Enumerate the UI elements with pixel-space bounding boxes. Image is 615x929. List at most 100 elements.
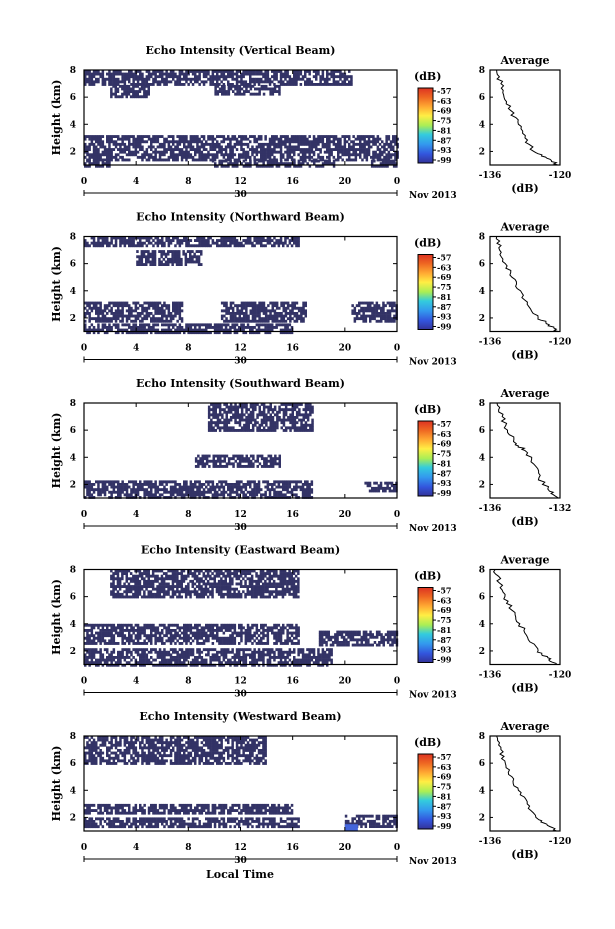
echo-cell: [304, 312, 307, 315]
echo-cell: [161, 483, 164, 486]
echo-cell: [315, 142, 318, 146]
echo-cell: [236, 462, 240, 466]
echo-cell: [191, 488, 195, 492]
echo-cell: [245, 301, 248, 305]
echo-cell: [218, 485, 221, 489]
echo-cell: [167, 241, 171, 245]
echo-cell: [152, 319, 155, 323]
colorbar-tick-label: -63: [437, 429, 452, 439]
echo-cell: [117, 301, 120, 305]
echo-cell: [371, 306, 374, 310]
colorbar-tick-label: -69: [437, 272, 452, 282]
echo-cell: [141, 331, 144, 335]
echo-cell: [301, 140, 305, 144]
echo-cell: [304, 159, 307, 163]
echo-cell: [185, 239, 188, 242]
colorbar: [417, 87, 434, 164]
echo-cell: [293, 408, 297, 412]
echo-cell: [147, 83, 151, 86]
echo-cell: [256, 426, 259, 430]
echo-cell: [90, 493, 94, 497]
echo-cell: [178, 142, 182, 146]
echo-cell: [178, 314, 182, 318]
echo-cell: [136, 145, 140, 149]
echo-cell: [207, 331, 210, 335]
echo-cell: [330, 72, 333, 76]
echo-cell: [379, 481, 383, 485]
echo-cell: [279, 239, 283, 242]
echo-cell: [240, 490, 243, 494]
echo-cell: [326, 142, 329, 146]
echo-cell: [220, 493, 223, 497]
echo-cell: [247, 301, 250, 305]
echo-cell: [221, 408, 224, 412]
echo-cell: [260, 465, 264, 468]
echo-cell: [103, 326, 107, 329]
echo-cell: [193, 582, 197, 586]
echo-cell: [99, 75, 102, 79]
echo-cell: [150, 312, 153, 315]
echo-cell: [185, 75, 188, 79]
y-tick-label: 2: [70, 147, 76, 157]
echo-cell: [253, 72, 256, 76]
echo-cell: [90, 83, 94, 86]
echo-cell: [288, 148, 292, 151]
echo-cell: [147, 241, 151, 245]
echo-cell: [103, 148, 107, 151]
echo-cell: [145, 483, 149, 486]
echo-cell: [265, 465, 268, 468]
echo-cell: [266, 148, 270, 151]
echo-cell: [84, 312, 87, 315]
echo-cell: [88, 159, 91, 163]
echo-cell: [114, 72, 118, 76]
echo-cell: [363, 155, 366, 159]
echo-cell: [262, 403, 266, 406]
echo-cell: [292, 572, 296, 575]
echo-cell: [282, 328, 285, 332]
echo-cell: [300, 426, 303, 430]
echo-cell: [277, 164, 281, 168]
echo-cell: [103, 304, 107, 308]
echo-cell: [297, 244, 300, 248]
echo-cell: [134, 137, 138, 141]
echo-cell: [323, 135, 327, 138]
echo-cell: [90, 72, 94, 76]
echo-cell: [194, 465, 198, 468]
echo-cell: [257, 585, 260, 588]
echo-cell: [306, 155, 309, 159]
echo-cell: [200, 328, 204, 332]
echo-cell: [136, 483, 140, 486]
echo-cell: [185, 483, 188, 486]
echo-cell: [286, 485, 289, 489]
echo-cell: [245, 309, 248, 313]
echo-cell: [214, 413, 217, 417]
echo-cell: [178, 239, 182, 242]
echo-cell: [301, 150, 305, 154]
echo-cell: [221, 413, 224, 417]
echo-cell: [200, 241, 204, 245]
echo-cell: [158, 585, 161, 588]
colorbar-tick-label: -63: [437, 96, 452, 106]
echo-cell: [277, 574, 280, 578]
echo-cell: [210, 418, 213, 422]
echo-cell: [136, 331, 140, 335]
echo-cell: [251, 480, 254, 484]
echo-cell: [147, 250, 150, 253]
echo-cell: [328, 150, 331, 154]
echo-cell: [147, 239, 151, 242]
echo-cell: [277, 480, 281, 484]
echo-cell: [279, 480, 283, 484]
echo-cell: [248, 569, 252, 573]
echo-cell: [136, 569, 139, 573]
echo-cell: [189, 480, 193, 484]
echo-cell: [276, 413, 279, 417]
echo-cell: [257, 485, 261, 489]
echo-cell: [147, 574, 150, 578]
echo-cell: [271, 301, 274, 305]
echo-cell: [211, 582, 214, 586]
echo-cell: [140, 95, 144, 99]
echo-cell: [360, 317, 363, 321]
echo-cell: [110, 493, 113, 497]
echo-cell: [229, 241, 232, 245]
echo-cell: [247, 459, 251, 463]
